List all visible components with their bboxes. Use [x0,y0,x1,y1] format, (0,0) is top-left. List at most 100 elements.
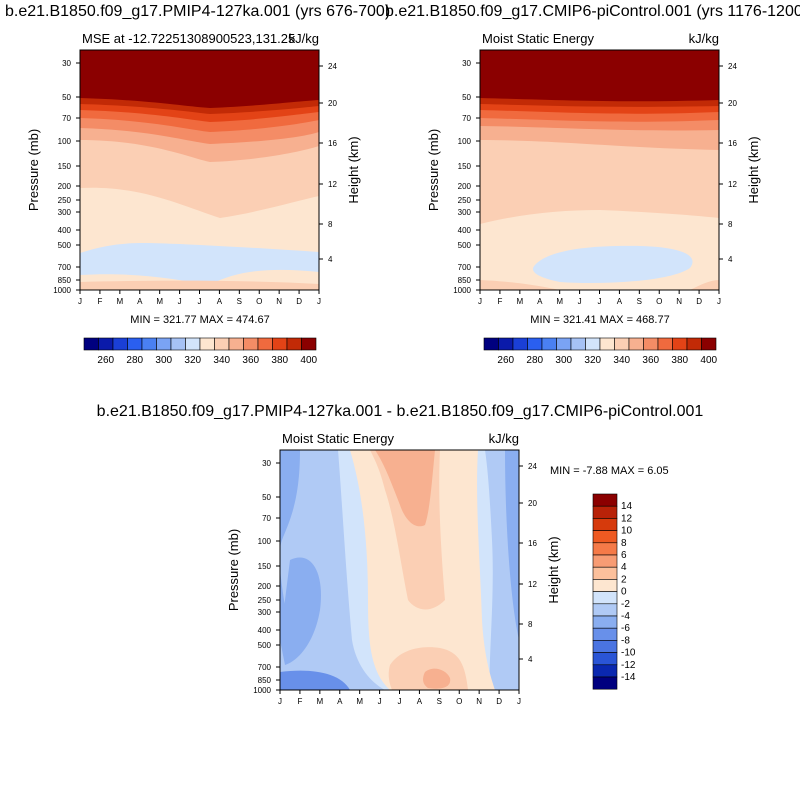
x-tick-label: F [97,297,102,306]
x-tick-label: J [478,297,482,306]
colorbar-swatch [83,337,99,351]
y-right-tick-label: 16 [328,139,337,148]
x-tick-label: J [78,297,82,306]
y-right-tick-label: 24 [728,62,737,71]
y-right-tick-label: 4 [328,255,333,264]
x-tick-label: S [437,697,442,706]
colorbar-swatch [498,337,514,351]
y-tick-label: 100 [458,137,472,146]
y-tick-label: 150 [458,162,472,171]
y-tick-label: 200 [58,182,72,191]
colorbar-swatch [592,591,618,605]
colorbar-swatch [156,337,172,351]
x-tick-label: M [116,297,123,306]
colorbar-label: 260 [97,355,114,366]
y-tick-label: 50 [62,93,71,102]
colorbar-label: 2 [621,574,627,585]
y-tick-label: 30 [462,59,471,68]
colorbar-label: 400 [300,355,317,366]
colorbar-swatch [592,664,618,678]
colorbar-swatch [592,554,618,568]
colorbar-swatch [592,518,618,531]
x-tick-label: N [276,297,282,306]
colorbar-swatch [243,337,259,351]
colorbar-swatch [592,579,618,592]
colorbar-swatch [701,337,717,351]
colorbar-swatch [592,615,618,629]
colorbar-swatch [228,337,244,351]
y-right-tick-label: 20 [528,499,537,508]
panel-picontrol: b.e21.B1850.f09_g17.CMIP6-piControl.001 … [385,3,800,366]
colorbar-swatch [127,337,143,351]
x-tick-label: M [556,297,563,306]
colorbar-label: 360 [242,355,259,366]
y-tick-label: 300 [258,608,272,617]
panel-c-units: kJ/kg [489,431,519,446]
x-tick-label: A [217,297,223,306]
colorbar-swatch [592,640,618,653]
y-tick-label: 70 [262,514,271,523]
colorbar-label: 340 [213,355,230,366]
panel-b-units: kJ/kg [689,31,719,46]
x-tick-label: M [316,697,323,706]
panel-b-suptitle: b.e21.B1850.f09_g17.CMIP6-piControl.001 … [385,3,800,20]
x-tick-label: D [496,697,502,706]
y-tick-label: 100 [258,537,272,546]
colorbar-swatch [614,337,630,351]
colorbar-label: 260 [497,355,514,366]
colorbar-swatch [541,337,557,351]
y-tick-label: 200 [258,582,272,591]
x-tick-label: O [656,297,662,306]
y-tick-label: 700 [258,663,272,672]
colorbar-label: 0 [621,587,627,598]
panel-a-left-title: MSE at -12.72251308900523,131.25 [82,31,295,46]
colorbar-label: 4 [621,562,627,573]
y-tick-label: 850 [458,276,472,285]
colorbar-swatch [592,627,618,641]
x-tick-label: J [317,297,321,306]
panel-b-ylabel: Pressure (mb) [426,129,441,211]
y-right-tick-label: 12 [328,180,337,189]
x-tick-label: N [676,297,682,306]
colorbar-swatch [592,530,618,544]
panel-a-contours [80,50,319,290]
x-tick-label: A [417,697,423,706]
y-tick-label: 70 [462,114,471,123]
y-right-tick-label: 12 [528,580,537,589]
colorbar-label: -12 [621,660,636,671]
colorbar-label: 14 [621,501,633,512]
colorbar-swatch [301,337,317,351]
colorbar-label: 280 [526,355,543,366]
y-tick-label: 400 [258,626,272,635]
x-tick-label: J [517,697,521,706]
x-tick-label: O [256,297,262,306]
y-right-tick-label: 20 [728,99,737,108]
panel-c-minmax: MIN = -7.88 MAX = 6.05 [550,465,669,477]
y-tick-label: 300 [58,208,72,217]
colorbar-swatch [592,493,618,507]
y-right-tick-label: 24 [528,462,537,471]
colorbar-swatch [643,337,659,351]
panel-pmip4: b.e21.B1850.f09_g17.PMIP4-127ka.001 (yrs… [5,3,390,366]
y-tick-label: 400 [458,226,472,235]
x-tick-label: J [378,697,382,706]
colorbar-swatch [199,337,215,351]
y-tick-label: 1000 [253,686,271,695]
y-tick-label: 300 [458,208,472,217]
panel-b-ylabel-right: Height (km) [746,136,761,203]
colorbar-swatch [592,566,618,580]
panel-c-suptitle: b.e21.B1850.f09_g17.PMIP4-127ka.001 - b.… [97,403,704,420]
y-tick-label: 250 [258,596,272,605]
y-tick-label: 100 [58,137,72,146]
colorbar-swatch [592,676,618,690]
colorbar-swatch [286,337,302,351]
x-tick-label: M [516,297,523,306]
colorbar-swatch [170,337,186,351]
x-tick-label: N [476,697,482,706]
colorbar-label: 320 [584,355,601,366]
x-tick-label: M [356,697,363,706]
y-right-tick-label: 8 [528,620,533,629]
colorbar-swatch [592,542,618,556]
y-tick-label: 500 [258,641,272,650]
